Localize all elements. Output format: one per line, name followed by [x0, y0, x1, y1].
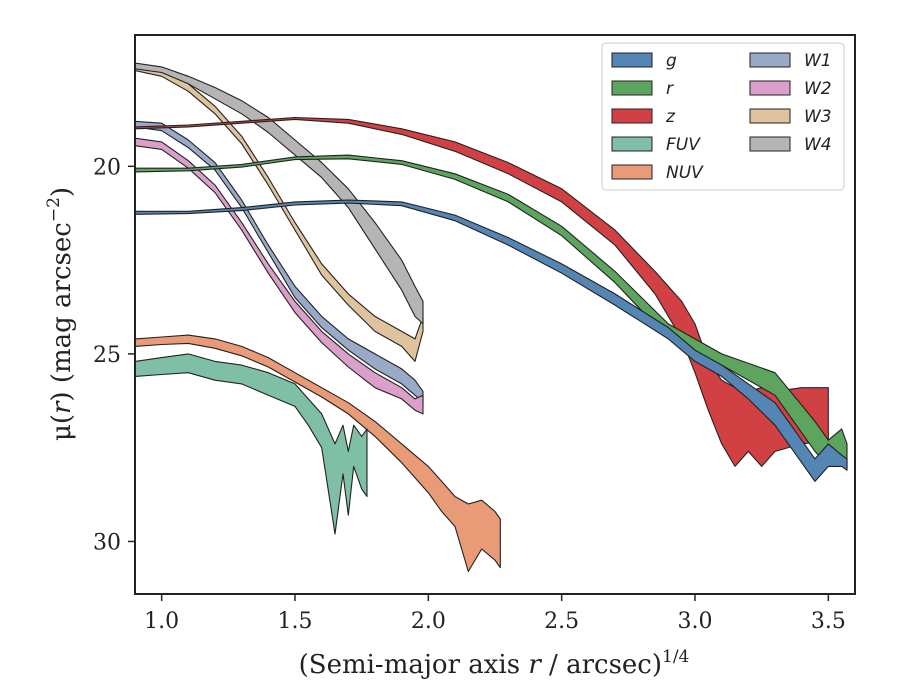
legend-swatch-r — [611, 80, 653, 96]
legend-swatch-z — [611, 108, 653, 124]
legend-swatch-w3 — [749, 108, 791, 124]
legend: grz FUV NUV W1 W2 W3 W4 — [601, 42, 845, 191]
x-axis-label-main: (Semi-major axis — [299, 650, 529, 680]
legend-swatch-w1 — [749, 52, 791, 68]
x-axis-label: (Semi-major axis r / arcsec)1/4 — [299, 647, 690, 680]
legend-label-w3: W3 — [804, 107, 832, 127]
x-axis-label-tail: / arcsec) — [541, 650, 662, 680]
legend-swatch-g — [611, 52, 653, 68]
plot-border — [134, 34, 856, 595]
series-band-nuv — [135, 334, 501, 573]
legend-label-w1: W1 — [804, 51, 832, 71]
legend-label-fuv: FUV — [666, 135, 701, 155]
legend-label-w4: W4 — [804, 135, 832, 155]
y-tick-label: 25 — [93, 343, 121, 368]
y-axis-label-var: r — [47, 400, 77, 414]
y-axis-ticks: 20 25 30 — [93, 155, 135, 555]
x-tick-label: 3.0 — [678, 609, 713, 634]
legend-label-nuv: NUV — [666, 163, 704, 183]
y-axis-label-prefix: μ( — [47, 414, 77, 441]
legend-label-z: z — [665, 107, 676, 127]
x-tick-label: 1.0 — [144, 609, 179, 634]
legend-label-w2: W2 — [804, 79, 832, 99]
x-tick-label: 2.5 — [544, 609, 579, 634]
legend-swatch-w2 — [749, 80, 791, 96]
legend-swatch-nuv — [611, 164, 653, 180]
series-layer — [135, 62, 848, 573]
series-band-w4 — [135, 62, 424, 325]
series-band-g — [135, 199, 848, 482]
y-axis-label-exponent: −2 — [44, 197, 64, 222]
legend-label-g: g — [666, 51, 677, 71]
x-tick-label: 3.5 — [811, 609, 846, 634]
plot-frame — [134, 34, 856, 595]
legend-swatch-fuv — [611, 136, 653, 152]
y-axis-label-suffix: ) — [47, 187, 77, 197]
x-axis-label-var: r — [528, 650, 542, 680]
y-tick-label: 20 — [93, 155, 121, 180]
y-axis-label: μ(r) (mag arcsec−2) — [44, 187, 77, 441]
x-tick-label: 1.5 — [278, 609, 313, 634]
legend-label-r: r — [666, 79, 674, 99]
legend-box — [601, 42, 845, 191]
legend-swatch-w4 — [749, 136, 791, 152]
x-axis-ticks: 1.0 1.5 2.0 2.5 3.0 3.5 — [144, 594, 846, 634]
y-tick-label: 30 — [93, 530, 121, 555]
series-band-fuv — [135, 353, 368, 535]
x-axis-label-exponent: 1/4 — [662, 647, 689, 667]
series-band-w2 — [135, 137, 424, 415]
y-axis-label-mid: ) (mag arcsec — [47, 222, 77, 401]
x-tick-label: 2.0 — [411, 609, 446, 634]
